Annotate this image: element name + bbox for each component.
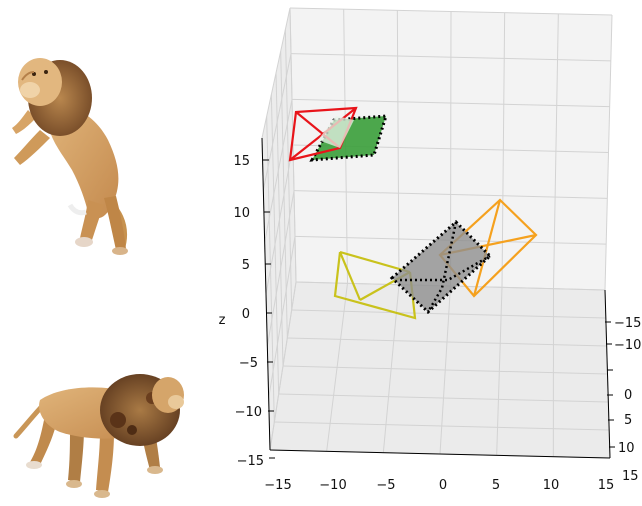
z-tick-label: −15 (237, 454, 264, 469)
y-tick-label: −15 (614, 316, 641, 331)
camera-red (288, 106, 358, 162)
y-tick-labels: −15 −10 0 5 10 15 (614, 316, 641, 484)
plot-panes (262, 8, 612, 458)
z-tick-label: 0 (242, 307, 250, 322)
grid-line (284, 29, 293, 311)
z-tick-marks (263, 159, 275, 459)
z-axis-label: z (219, 313, 226, 328)
z-tick-label: −5 (239, 356, 258, 371)
y-tick-label: −10 (614, 338, 641, 353)
y-tick-label: 15 (622, 469, 639, 484)
y-tick-label: 5 (624, 413, 632, 428)
x-tick-label: 0 (439, 478, 447, 493)
z-tick-label: −10 (235, 405, 262, 420)
z-tick-label: 15 (233, 154, 250, 169)
y-tick-marks (605, 321, 615, 448)
x-tick-label: 10 (543, 478, 560, 493)
z-tick-labels: 15 10 5 0 −5 −10 −15 (233, 154, 264, 469)
y-tick-label: 0 (624, 388, 632, 403)
z-tick-label: 5 (242, 258, 250, 273)
x-tick-label: −10 (319, 478, 346, 493)
x-tick-label: 15 (598, 478, 615, 493)
gray-image-plane (389, 219, 493, 315)
z-tick-label: 10 (233, 206, 250, 221)
grid-line (604, 14, 613, 291)
x-tick-label: −5 (376, 478, 395, 493)
x-tick-label: 5 (492, 478, 500, 493)
grid-line (289, 7, 297, 283)
plot-axes-lines (261, 137, 611, 459)
x-tick-labels: −15 −10 −5 0 5 10 15 (264, 478, 614, 493)
y-tick-label: 10 (618, 441, 635, 456)
grid-line (269, 281, 297, 451)
lion-walking-image (13, 374, 184, 498)
x-tick-label: −15 (264, 478, 291, 493)
lion-standing-image (12, 58, 128, 255)
